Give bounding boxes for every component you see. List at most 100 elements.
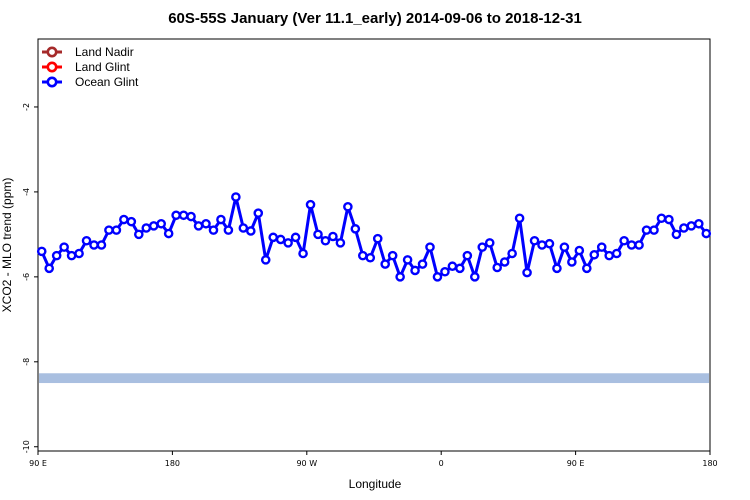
data-point <box>619 235 629 246</box>
data-point <box>305 199 316 210</box>
data-point <box>507 248 517 259</box>
data-point <box>238 223 249 233</box>
data-point <box>425 242 435 252</box>
y-tick-label: -10 <box>22 440 31 453</box>
data-point <box>328 231 338 242</box>
data-point <box>81 235 92 246</box>
data-point <box>89 240 99 250</box>
legend-label: Land Glint <box>75 60 130 74</box>
data-point <box>208 225 219 235</box>
x-tick-label: 90 W <box>296 459 317 468</box>
data-point <box>544 238 555 249</box>
data-point <box>320 235 331 246</box>
data-point <box>679 223 689 233</box>
data-point <box>596 242 607 252</box>
data-point <box>387 250 398 261</box>
plot-frame <box>37 38 711 452</box>
data-point <box>604 250 615 261</box>
data-point <box>268 232 279 243</box>
data-point <box>74 248 84 259</box>
data-point <box>335 238 346 248</box>
x-tick-label: 90 E <box>567 459 585 468</box>
data-point <box>148 221 159 231</box>
data-point <box>447 261 458 272</box>
data-point <box>567 257 577 267</box>
data-point <box>641 225 652 235</box>
data-point <box>574 245 585 256</box>
chart-title: 60S-55S January (Ver 11.1_early) 2014-09… <box>168 10 582 27</box>
legend-label: Land Nadir <box>75 45 134 59</box>
data-point <box>245 226 256 236</box>
data-point <box>343 201 353 212</box>
data-point <box>589 249 600 260</box>
legend-swatch-marker <box>46 61 58 73</box>
y-tick-label: -8 <box>22 358 31 366</box>
data-point <box>656 213 667 224</box>
data-point <box>492 262 503 273</box>
legend-swatch-marker <box>46 76 58 88</box>
y-tick-label: -4 <box>22 188 31 196</box>
data-point <box>111 225 122 235</box>
data-point <box>514 213 525 224</box>
legend-label: Ocean Glint <box>75 75 139 89</box>
data-point <box>410 265 420 276</box>
data-point <box>477 242 488 252</box>
data-point <box>529 235 540 246</box>
data-point <box>365 252 376 263</box>
data-point <box>701 228 712 239</box>
data-point <box>559 242 570 252</box>
x-tick-label: 180 <box>165 459 180 468</box>
data-point <box>66 250 77 261</box>
data-point <box>537 240 547 250</box>
data-point <box>223 225 234 235</box>
data-point <box>372 233 383 244</box>
data-point <box>171 210 181 221</box>
data-point <box>253 208 264 218</box>
data-point <box>380 259 391 269</box>
data-point <box>611 248 622 259</box>
data-point <box>275 234 286 245</box>
data-point <box>163 228 174 239</box>
x-tick-label: 90 E <box>29 459 47 468</box>
data-point <box>395 272 405 282</box>
data-point <box>455 263 465 274</box>
y-tick-label: -2 <box>22 103 31 111</box>
data-point <box>686 221 697 231</box>
data-point <box>193 221 204 231</box>
data-point <box>634 240 644 250</box>
y-axis-title: XCO2 - MLO trend (ppm) <box>0 178 14 313</box>
data-point <box>44 263 55 274</box>
data-point <box>552 263 562 274</box>
data-point <box>178 210 189 221</box>
data-point <box>231 192 241 202</box>
data-point <box>201 218 211 229</box>
data-point <box>104 225 114 235</box>
data-point <box>51 250 62 261</box>
data-point <box>119 214 129 225</box>
data-point <box>440 266 450 277</box>
data-point <box>141 223 152 233</box>
data-point <box>59 242 69 252</box>
data-point <box>402 255 413 265</box>
data-point <box>484 238 495 248</box>
data-point <box>626 240 637 250</box>
data-point <box>96 240 107 250</box>
data-point <box>694 218 704 229</box>
y-tick-label: -6 <box>22 273 31 281</box>
data-point <box>582 263 592 274</box>
x-tick-label: 180 <box>702 459 717 468</box>
data-point <box>462 250 473 261</box>
data-point <box>664 214 674 225</box>
data-point <box>283 238 293 248</box>
data-point <box>36 246 47 257</box>
data-point <box>290 232 301 243</box>
data-point <box>298 248 308 259</box>
data-point <box>350 224 361 234</box>
data-point <box>432 272 443 282</box>
x-axis-title: Longitude <box>349 477 402 491</box>
data-point <box>469 272 480 282</box>
data-point <box>126 216 137 227</box>
data-point <box>216 214 226 225</box>
data-point <box>649 225 659 235</box>
